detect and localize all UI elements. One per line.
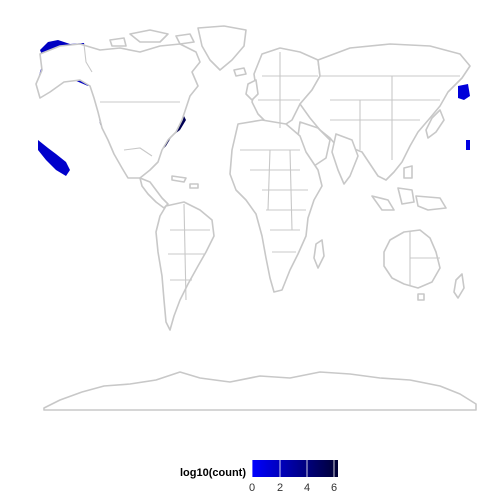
madagascar	[313, 239, 325, 269]
asia	[299, 43, 471, 181]
japan	[425, 109, 445, 139]
south-america-borders	[168, 203, 210, 301]
asia-borders	[320, 75, 460, 160]
us-mexico-border	[123, 147, 153, 157]
central-america	[139, 177, 169, 209]
arctic-islands	[109, 29, 195, 47]
greenland	[197, 25, 247, 71]
new-zealand	[417, 273, 465, 301]
antarctica	[43, 371, 477, 411]
indian-subcontinent	[331, 133, 359, 185]
alaska-border	[83, 43, 93, 73]
border-layer	[83, 43, 460, 301]
australia	[383, 229, 441, 289]
legend-colorbar	[252, 460, 338, 477]
density-pacific-islands	[466, 140, 470, 150]
africa-borders	[240, 149, 308, 253]
australia-borders	[409, 232, 440, 286]
legend-tick-label: 4	[304, 482, 310, 494]
legend-tick-label: 0	[249, 482, 255, 494]
legend-tick-label: 2	[277, 482, 283, 494]
southeast-asia-islands	[371, 165, 447, 211]
caribbean-islands	[171, 175, 199, 189]
legend-title: log10(count)	[180, 467, 246, 479]
united-kingdom	[245, 79, 259, 101]
africa	[229, 119, 323, 293]
iceland	[233, 67, 247, 77]
density-hawaii	[38, 140, 70, 176]
europe-borders	[258, 52, 318, 128]
legend-tick-label: 6	[331, 482, 337, 494]
density-guam	[458, 84, 470, 100]
north-america	[35, 43, 201, 179]
land-layer	[35, 25, 477, 411]
legend: log10(count) 0 2 4 6	[180, 460, 338, 494]
